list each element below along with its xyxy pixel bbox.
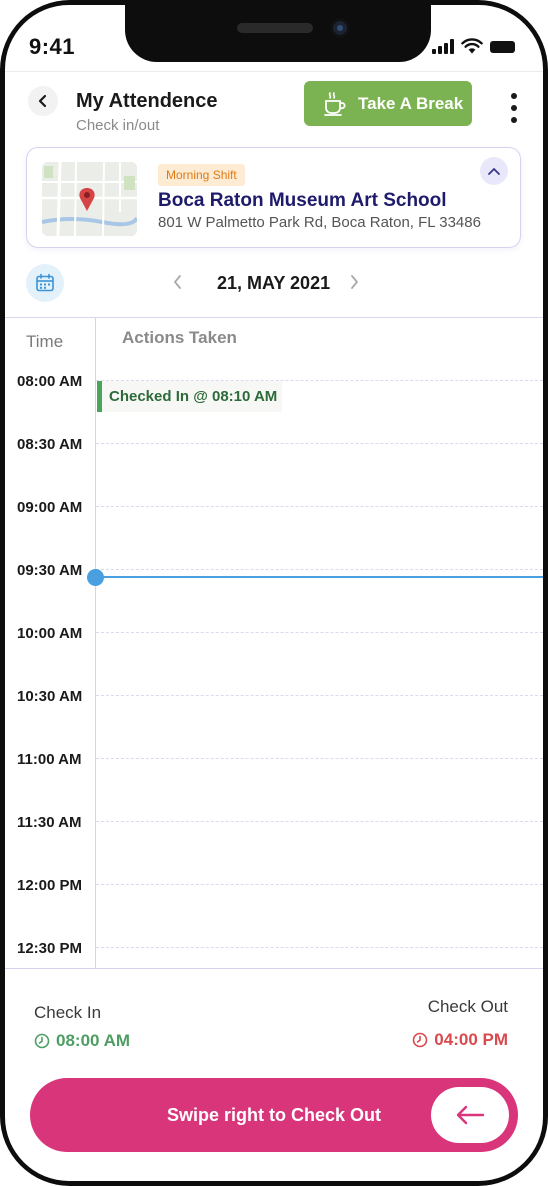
chevron-right-icon — [351, 275, 358, 289]
time-slot-label: 12:00 PM — [17, 877, 83, 894]
next-day-button[interactable] — [347, 271, 361, 298]
arrow-left-icon — [456, 1105, 485, 1125]
check-in-label: Check In — [34, 1003, 102, 1022]
slot-grid-line — [96, 947, 543, 948]
swipe-to-check-out-slider[interactable]: Swipe right to Check Out — [30, 1078, 518, 1152]
slot-grid-line — [96, 884, 543, 885]
summary-divider — [5, 968, 543, 969]
page-subtitle: Check in/out — [76, 117, 160, 134]
check-in-time-value: 08:00 AM — [56, 1031, 131, 1050]
battery-icon — [490, 41, 515, 53]
time-slot-label: 09:00 AM — [17, 499, 83, 516]
check-out-time: 04:00 PM — [412, 1030, 508, 1050]
current-time-indicator — [87, 569, 104, 586]
phone-screen: 9:41 My Attendence Check in/out — [5, 5, 543, 1181]
check-in-event[interactable]: Checked In @ 08:10 AM — [97, 381, 282, 412]
map-pin-icon — [42, 162, 137, 236]
location-card[interactable]: Morning Shift Boca Raton Museum Art Scho… — [26, 147, 521, 248]
take-a-break-label: Take A Break — [358, 93, 464, 113]
slot-grid-line — [96, 821, 543, 822]
previous-day-button[interactable] — [171, 271, 185, 298]
selected-date: 21, MAY 2021 — [217, 273, 331, 293]
slot-grid-line — [96, 758, 543, 759]
page-title: My Attendence — [76, 90, 218, 112]
time-slot-label: 11:00 AM — [17, 751, 82, 768]
attendance-timeline[interactable]: Time Actions Taken 08:00 AM 08:30 AM 09:… — [5, 317, 543, 969]
current-time-line — [96, 576, 543, 578]
time-slot-label: 10:00 AM — [17, 625, 83, 642]
check-in-time: 08:00 AM — [34, 1031, 130, 1051]
time-slot-label: 08:30 AM — [17, 436, 83, 453]
time-slot-label: 10:30 AM — [17, 688, 83, 705]
status-bar-icons — [432, 38, 515, 54]
coffee-cup-icon — [324, 91, 346, 116]
swipe-label: Swipe right to Check Out — [166, 1105, 381, 1125]
check-out-label: Check Out — [427, 997, 508, 1016]
back-button[interactable] — [28, 86, 58, 116]
phone-notch — [125, 5, 431, 62]
map-thumbnail[interactable] — [42, 162, 137, 236]
location-name: Boca Raton Museum Art School — [158, 190, 447, 211]
slot-grid-line — [96, 443, 543, 444]
time-column-divider — [95, 318, 96, 969]
front-camera — [330, 18, 350, 38]
shift-badge: Morning Shift — [158, 164, 245, 186]
time-slot-label: 12:30 PM — [17, 940, 83, 957]
swipe-handle[interactable] — [431, 1087, 509, 1143]
take-a-break-button[interactable]: Take A Break — [304, 81, 472, 126]
clock-icon — [34, 1033, 50, 1049]
calendar-button[interactable] — [26, 264, 64, 302]
slot-grid-line — [96, 569, 543, 570]
slot-grid-line — [96, 632, 543, 633]
time-slot-label: 11:30 AM — [17, 814, 82, 831]
slot-grid-line — [96, 695, 543, 696]
clock-icon — [412, 1032, 428, 1048]
check-out-time-value: 04:00 PM — [434, 1030, 508, 1049]
actions-column-header: Actions Taken — [122, 328, 237, 347]
chevron-left-icon — [174, 275, 181, 289]
time-column-header: Time — [26, 332, 64, 351]
wifi-icon — [461, 38, 483, 54]
slot-grid-line — [96, 380, 543, 381]
kebab-menu-icon — [511, 93, 517, 99]
status-bar-time: 9:41 — [29, 34, 76, 59]
time-slot-label: 09:30 AM — [17, 562, 83, 579]
slot-grid-line — [96, 506, 543, 507]
signal-icon — [432, 39, 454, 54]
location-address: 801 W Palmetto Park Rd, Boca Raton, FL 3… — [158, 214, 481, 231]
speaker-grille — [237, 23, 313, 33]
collapse-card-button[interactable] — [480, 157, 508, 185]
calendar-icon — [36, 273, 54, 292]
more-options-button[interactable] — [505, 93, 523, 123]
header-divider — [5, 71, 543, 72]
chevron-up-icon — [488, 168, 500, 175]
time-slot-label: 08:00 AM — [17, 373, 83, 390]
chevron-left-icon — [38, 94, 47, 108]
